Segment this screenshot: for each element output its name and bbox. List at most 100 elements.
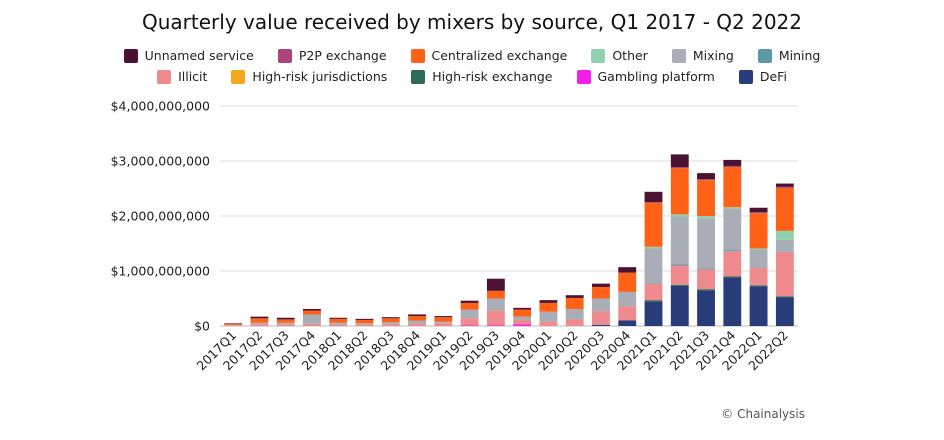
bar-segment xyxy=(513,319,532,325)
bar-segment xyxy=(355,324,374,326)
bar-segment xyxy=(723,250,742,252)
bar-segment xyxy=(460,309,479,319)
bar-segment xyxy=(697,218,715,269)
bar-segment xyxy=(749,248,768,250)
legend-swatch xyxy=(738,69,753,84)
bar-segment xyxy=(618,291,637,307)
bar-segment xyxy=(644,248,663,284)
bar-segment xyxy=(434,323,453,326)
bar-segment xyxy=(250,316,269,319)
bar-segment xyxy=(329,317,348,319)
bar-segment xyxy=(460,325,479,326)
bar-segment xyxy=(513,324,532,326)
bar-segment xyxy=(513,307,532,310)
legend-label: High-risk jurisdictions xyxy=(252,69,388,84)
bar-segment xyxy=(408,316,426,321)
legend-item: Illicit xyxy=(157,69,207,84)
bar-segment xyxy=(697,173,715,180)
bar-segment xyxy=(539,302,558,312)
bar-segment xyxy=(303,323,321,326)
bar-segment xyxy=(250,324,269,326)
bar-segment xyxy=(565,295,584,298)
bar-segment xyxy=(723,277,742,326)
bar-segment xyxy=(224,324,243,326)
bar-segment xyxy=(224,325,243,326)
bar-segment xyxy=(539,321,558,326)
bar-segment xyxy=(381,317,400,319)
bar-segment xyxy=(460,302,479,310)
bar-segment xyxy=(250,318,269,323)
bar-segment xyxy=(644,191,663,203)
bar-segment xyxy=(381,322,400,325)
legend-swatch xyxy=(411,69,426,84)
bar-segment xyxy=(618,320,637,326)
bar-segment xyxy=(276,322,295,325)
bar-segment xyxy=(644,300,663,302)
bar-segment xyxy=(775,251,794,252)
legend-label: P2P exchange xyxy=(298,48,387,63)
legend-swatch xyxy=(410,48,425,63)
bar-segment xyxy=(749,249,768,268)
legend-item: P2P exchange xyxy=(277,48,387,63)
bar-segment xyxy=(434,317,453,322)
bar-segment xyxy=(486,325,505,326)
bar-segment xyxy=(644,246,663,249)
legend-label: Mixing xyxy=(692,48,734,63)
legend-item: High-risk exchange xyxy=(411,69,553,84)
bar-segment xyxy=(697,290,715,326)
bar-segment xyxy=(303,310,321,315)
bar-segment xyxy=(513,309,532,317)
bar-segment xyxy=(224,323,243,325)
legend-swatch xyxy=(757,48,772,63)
legend-item: Mining xyxy=(757,48,820,63)
source-credit: © Chainalysis xyxy=(721,407,805,421)
bar-segment xyxy=(775,186,794,188)
bar-segment xyxy=(592,324,610,326)
bar-segment xyxy=(723,208,742,251)
bar-segment xyxy=(644,283,663,284)
bar-segment xyxy=(565,308,584,320)
y-tick-label: $2,000,000,000 xyxy=(111,209,210,224)
bar-segment xyxy=(670,285,689,326)
bar-segment xyxy=(355,323,374,325)
bar-segment xyxy=(434,316,453,318)
bar-segment xyxy=(644,283,663,301)
bar-segment xyxy=(644,202,663,203)
bar-segment xyxy=(723,276,742,278)
legend-swatch xyxy=(576,69,591,84)
legend-label: High-risk exchange xyxy=(432,69,553,84)
bar-segment xyxy=(670,265,689,285)
bar-segment xyxy=(670,216,689,265)
bar-segment xyxy=(408,323,426,326)
bar-segment xyxy=(355,318,374,320)
bar-segment xyxy=(460,318,479,326)
bar-segment xyxy=(276,317,295,320)
legend-item: DeFi xyxy=(738,69,787,84)
bar-segment xyxy=(381,318,400,323)
chart-title: Quarterly value received by mixers by so… xyxy=(142,10,802,34)
bar-segment xyxy=(644,202,663,247)
bar-segment xyxy=(486,278,505,291)
legend-label: Gambling platform xyxy=(597,69,715,84)
bar-segment xyxy=(329,324,348,326)
y-tick-label: $3,000,000,000 xyxy=(111,154,210,169)
bar-segment xyxy=(670,214,689,217)
bar-segment xyxy=(618,272,637,292)
bar-segment xyxy=(775,297,794,326)
legend-item: Other xyxy=(591,48,648,63)
y-tick-label: $0 xyxy=(194,319,210,334)
bar-segment xyxy=(276,324,295,326)
bar-segment xyxy=(355,319,374,324)
legend-item: High-risk jurisdictions xyxy=(231,69,387,84)
bar-segment xyxy=(592,286,610,299)
bar-segment xyxy=(592,311,610,325)
bar-segment xyxy=(303,314,321,324)
legend-label: Other xyxy=(612,48,648,63)
bar-segment xyxy=(513,316,532,320)
bar-segment xyxy=(749,286,768,326)
bar-segment xyxy=(381,324,400,326)
bar-segment xyxy=(670,264,689,266)
bar-segment xyxy=(697,180,715,216)
legend-item: Centralized exchange xyxy=(410,48,567,63)
